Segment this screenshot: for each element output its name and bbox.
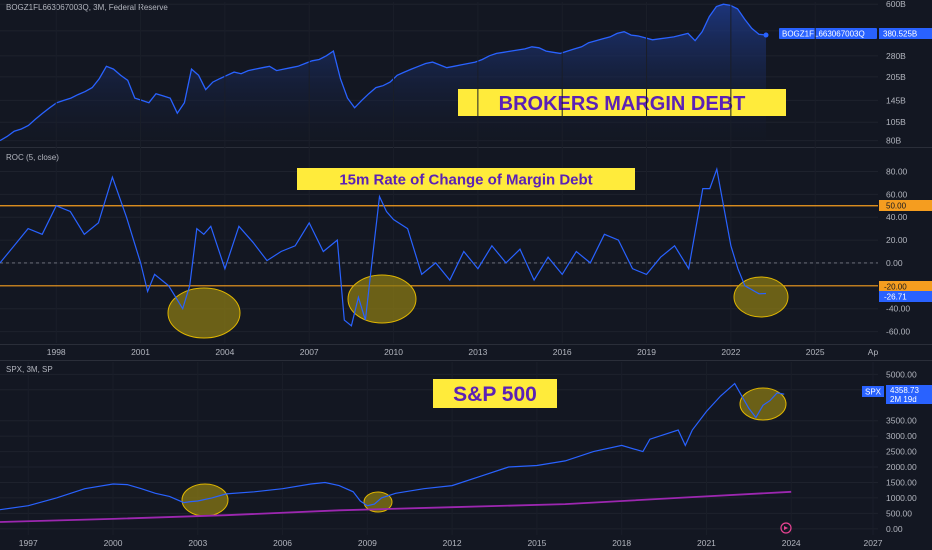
roc-value-tag: -26.71 [879,291,932,302]
x-tick-top: 2013 [468,347,487,357]
roc-y-axis: 80.00 60.00 40.00 20.00 0.00 -40.00 -60.00 [886,166,910,336]
spx-y-tick: 2000.00 [886,462,917,472]
roc-highlight-2022 [733,276,789,318]
margin-y-tick: 145B [886,95,906,105]
margin-y-tick: 600B [886,0,906,9]
margin-debt-line [0,3,767,142]
roc-lower-value: -20.00 [884,283,907,292]
x-tick-bottom: 2027 [864,538,883,548]
x-tick-bottom: 2009 [358,538,377,548]
roc-highlight-2008 [347,274,417,324]
spx-panel-title: SPX, 3M, SP [6,365,53,374]
x-tick-bottom: 2018 [612,538,631,548]
spx-moving-average-line [0,490,792,523]
x-tick-top: Ap [868,347,879,357]
margin-symbol-tag: BOGZ1FL663067003Q [782,30,865,39]
spx-y-tick: 1000.00 [886,493,917,503]
x-tick-bottom: 2012 [443,538,462,548]
x-tick-top: 2019 [637,347,656,357]
margin-last-point [763,32,769,38]
x-tick-bottom: 2006 [273,538,292,548]
spx-y-tick: 1500.00 [886,477,917,487]
x-tick-top: 2007 [300,347,319,357]
margin-price-tag: 380.525B [879,28,932,39]
roc-y-tick: 20.00 [886,235,908,245]
roc-highlight-2002 [167,287,241,339]
spx-price-tag: 4358.73 2M 19d [886,385,932,404]
roc-line [0,166,767,327]
time-axis-top: 1998 2001 2004 2007 2010 2013 2016 2019 2022 2025… [47,347,879,357]
time-axis-bottom: 1997 2000 2003 2006 2009 2012 2015 2018 2021 2024… [19,538,883,548]
replay-icon[interactable] [780,522,792,534]
roc-y-tick: 40.00 [886,212,908,222]
roc-label-box [297,168,635,190]
x-tick-bottom: 2024 [782,538,801,548]
roc-panel-title: ROC (5, close) [6,153,59,162]
spx-label-box [433,379,557,408]
spx-price-value: 4358.73 [890,386,919,395]
roc-y-tick: 80.00 [886,166,908,176]
roc-current-value: -26.71 [884,293,907,302]
x-tick-top: 2022 [721,347,740,357]
margin-y-tick: 80B [886,136,901,146]
margin-debt-label: BROKERS MARGIN DEBT [499,93,746,115]
margin-y-tick: 205B [886,72,906,82]
roc-label: 15m Rate of Change of Margin Debt [339,172,592,189]
roc-y-tick: 60.00 [886,189,908,199]
roc-lower-tag: -20.00 [879,281,932,292]
spx-y-tick: 0.00 [886,524,903,534]
margin-value-tag: BOGZ1FL663067003Q [779,28,877,39]
x-tick-bottom: 2000 [104,538,123,548]
x-tick-bottom: 2021 [697,538,716,548]
x-tick-bottom: 1997 [19,538,38,548]
x-tick-bottom: 2003 [188,538,207,548]
spx-symbol-label: SPX [865,388,882,397]
x-tick-top: 2016 [553,347,572,357]
spx-price-line [0,382,785,511]
spx-y-tick: 3000.00 [886,431,917,441]
margin-panel-title: BOGZ1FL663067003Q, 3M, Federal Reserve [6,3,168,12]
margin-y-tick: 105B [886,117,906,127]
spx-label: S&P 500 [453,383,537,406]
x-tick-top: 1998 [47,347,66,357]
x-tick-top: 2010 [384,347,403,357]
margin-y-tick: 280B [886,51,906,61]
spx-grid [0,362,878,535]
spx-countdown: 2M 19d [890,395,917,404]
x-tick-top: 2004 [215,347,234,357]
spx-panel[interactable]: 5000.004500.003500.003000.002500.002000.… [0,362,932,535]
roc-y-tick: 0.00 [886,258,903,268]
spx-y-tick: 500.00 [886,508,912,518]
margin-value-label: 380.525B [883,30,917,39]
spx-symbol-tag: SPX [862,386,884,397]
roc-y-tick: -60.00 [886,327,910,337]
spx-y-tick: 5000.00 [886,369,917,379]
x-tick-bottom: 2015 [527,538,546,548]
roc-upper-value: 50.00 [886,202,907,211]
roc-upper-tag: 50.00 [879,200,932,211]
spx-y-tick: 3500.00 [886,416,917,426]
x-tick-top: 2025 [806,347,825,357]
x-tick-top: 2001 [131,347,150,357]
roc-panel[interactable]: 80.00 60.00 40.00 20.00 0.00 -40.00 -60.00 ROC… [0,2,932,343]
spx-y-tick: 2500.00 [886,447,917,457]
roc-y-tick: -40.00 [886,304,910,314]
